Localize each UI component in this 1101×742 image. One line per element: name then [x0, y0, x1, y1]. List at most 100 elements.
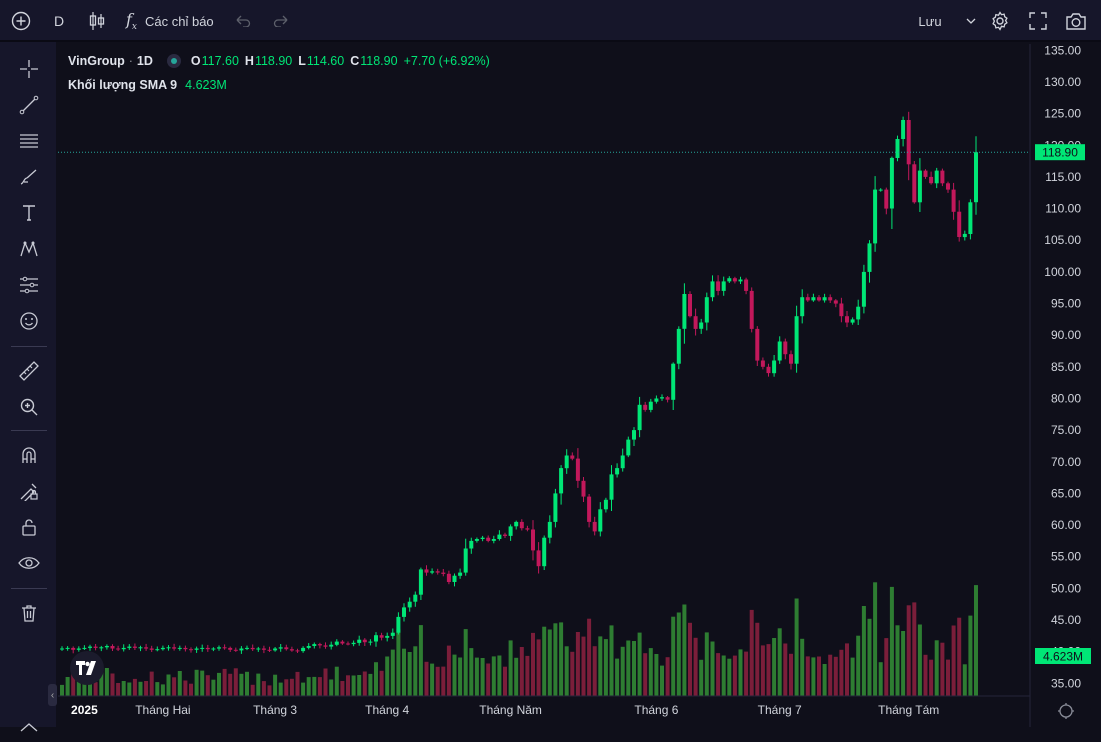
volume-bar — [452, 654, 457, 696]
volume-bar — [239, 673, 244, 696]
legend-separator: · — [128, 54, 133, 68]
camera-icon[interactable] — [1062, 0, 1090, 42]
gear-icon[interactable] — [987, 0, 1013, 42]
volume-bar — [575, 632, 580, 696]
fib-lines-icon[interactable] — [14, 126, 44, 156]
redo-icon[interactable] — [270, 0, 292, 42]
trash-icon[interactable] — [14, 598, 44, 628]
volume-bar — [469, 648, 474, 696]
volume-tag: 4.623M — [1035, 648, 1091, 664]
volume-bar — [211, 679, 216, 696]
volume-bar — [396, 629, 401, 696]
chevron-down-icon[interactable] — [962, 0, 980, 42]
emoji-icon[interactable] — [14, 306, 44, 336]
low-label: L — [298, 54, 306, 68]
candle — [189, 649, 193, 651]
volume-bar — [648, 648, 653, 696]
time-axis[interactable]: 2025 Tháng Hai Tháng 3 Tháng 4 Tháng Năm Thán… — [71, 703, 939, 717]
volume-bar — [917, 624, 922, 696]
volume-bar — [632, 641, 636, 696]
price-tick-label: 110.00 — [1045, 202, 1081, 216]
text-icon[interactable] — [14, 198, 44, 228]
volume-bar — [676, 612, 681, 696]
candle — [228, 647, 233, 650]
magnet-icon[interactable] — [14, 440, 44, 470]
volume-bar — [217, 672, 221, 696]
zoom-in-icon[interactable] — [14, 392, 44, 422]
volume-bar — [160, 684, 165, 696]
price-axis[interactable]: 135.00130.00125.00120.00115.00110.00105.… — [1044, 44, 1081, 690]
volume-bar — [946, 659, 950, 696]
candle — [99, 647, 104, 649]
add-symbol-icon[interactable] — [8, 0, 34, 42]
collapse-sidebar-button[interactable]: ‹ — [48, 684, 57, 706]
volume-bar — [474, 657, 479, 696]
volume-bar — [800, 638, 805, 696]
trend-line-icon[interactable] — [14, 90, 44, 120]
eye-icon[interactable] — [14, 548, 44, 578]
volume-bar — [525, 655, 530, 696]
candle — [116, 648, 121, 650]
volume-bar — [256, 673, 261, 696]
volume-bar — [121, 681, 126, 696]
unlock-icon[interactable] — [14, 512, 44, 542]
candle — [183, 647, 188, 650]
volume-indicator-label[interactable]: Khối lượng SMA 9 — [68, 78, 178, 92]
candles-style-icon[interactable] — [86, 0, 108, 42]
volume-bar — [783, 643, 788, 696]
volume-bar — [587, 618, 592, 696]
candle — [704, 297, 709, 323]
candle — [553, 493, 558, 522]
tradingview-logo[interactable] — [70, 651, 104, 685]
undo-icon[interactable] — [232, 0, 254, 42]
volume-bar — [491, 656, 496, 696]
goto-date-icon[interactable] — [1058, 703, 1074, 719]
volume-bar — [805, 656, 810, 696]
close-label: C — [350, 54, 360, 68]
forecast-icon[interactable] — [14, 270, 44, 300]
candle — [256, 648, 261, 650]
market-status-icon[interactable] — [166, 54, 181, 68]
candle — [480, 537, 485, 539]
volume-bar — [957, 617, 962, 696]
candle — [822, 297, 827, 301]
volume-bar — [503, 666, 507, 696]
volume-bar — [368, 673, 373, 696]
volume-bar — [929, 659, 934, 696]
price-chart[interactable]: 135.00130.00125.00120.00115.00110.00105.… — [58, 44, 1101, 727]
volume-bar — [194, 669, 199, 696]
price-tick-label: 50.00 — [1051, 581, 1081, 595]
candle — [665, 397, 670, 400]
lock-drawings-icon[interactable] — [14, 476, 44, 506]
candle — [962, 233, 967, 238]
candle — [873, 189, 878, 244]
volume-bar — [519, 647, 524, 696]
indicators-button[interactable]: fx Các chỉ báo — [126, 0, 226, 42]
candle — [334, 641, 339, 645]
pattern-icon[interactable] — [14, 234, 44, 264]
candle — [138, 647, 143, 649]
volume-bar — [205, 675, 210, 696]
volume-bar — [974, 585, 978, 696]
fullscreen-icon[interactable] — [1025, 0, 1051, 42]
volume-bar — [346, 675, 350, 696]
volume-bar — [727, 658, 732, 696]
candle — [654, 398, 659, 402]
volume-bar — [570, 651, 575, 696]
volume-bar — [951, 625, 956, 696]
crosshair-icon[interactable] — [14, 54, 44, 84]
price-tick-label: 65.00 — [1051, 486, 1081, 500]
symbol-name[interactable]: VinGroup — [68, 54, 125, 68]
candle — [149, 648, 154, 650]
volume-bar — [873, 582, 878, 696]
ruler-icon[interactable] — [14, 356, 44, 386]
chevron-up-icon[interactable] — [16, 712, 42, 742]
candle — [912, 164, 917, 203]
save-button[interactable]: Lưu — [918, 13, 942, 29]
volume-bar — [878, 662, 883, 696]
brush-icon[interactable] — [14, 162, 44, 192]
candle — [861, 271, 866, 307]
interval-button[interactable]: D — [53, 13, 65, 29]
candle — [906, 120, 911, 165]
volume-bar — [82, 677, 87, 696]
